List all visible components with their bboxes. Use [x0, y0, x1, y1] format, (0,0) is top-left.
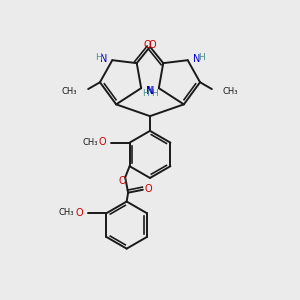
- Text: O: O: [144, 184, 152, 194]
- Text: O: O: [98, 137, 106, 147]
- Text: N: N: [100, 54, 107, 64]
- Text: O: O: [149, 40, 157, 50]
- Text: N: N: [147, 86, 154, 96]
- Text: CH₃: CH₃: [59, 208, 74, 217]
- Text: H: H: [151, 89, 158, 98]
- Text: O: O: [75, 208, 83, 218]
- Text: H: H: [95, 53, 102, 62]
- Text: H: H: [198, 53, 205, 62]
- Text: O: O: [118, 176, 126, 186]
- Text: O: O: [143, 40, 151, 50]
- Text: CH₃: CH₃: [223, 87, 238, 96]
- Text: CH₃: CH₃: [62, 87, 77, 96]
- Text: H: H: [142, 89, 149, 98]
- Text: N: N: [193, 54, 200, 64]
- Text: CH₃: CH₃: [82, 137, 98, 146]
- Text: N: N: [146, 86, 153, 96]
